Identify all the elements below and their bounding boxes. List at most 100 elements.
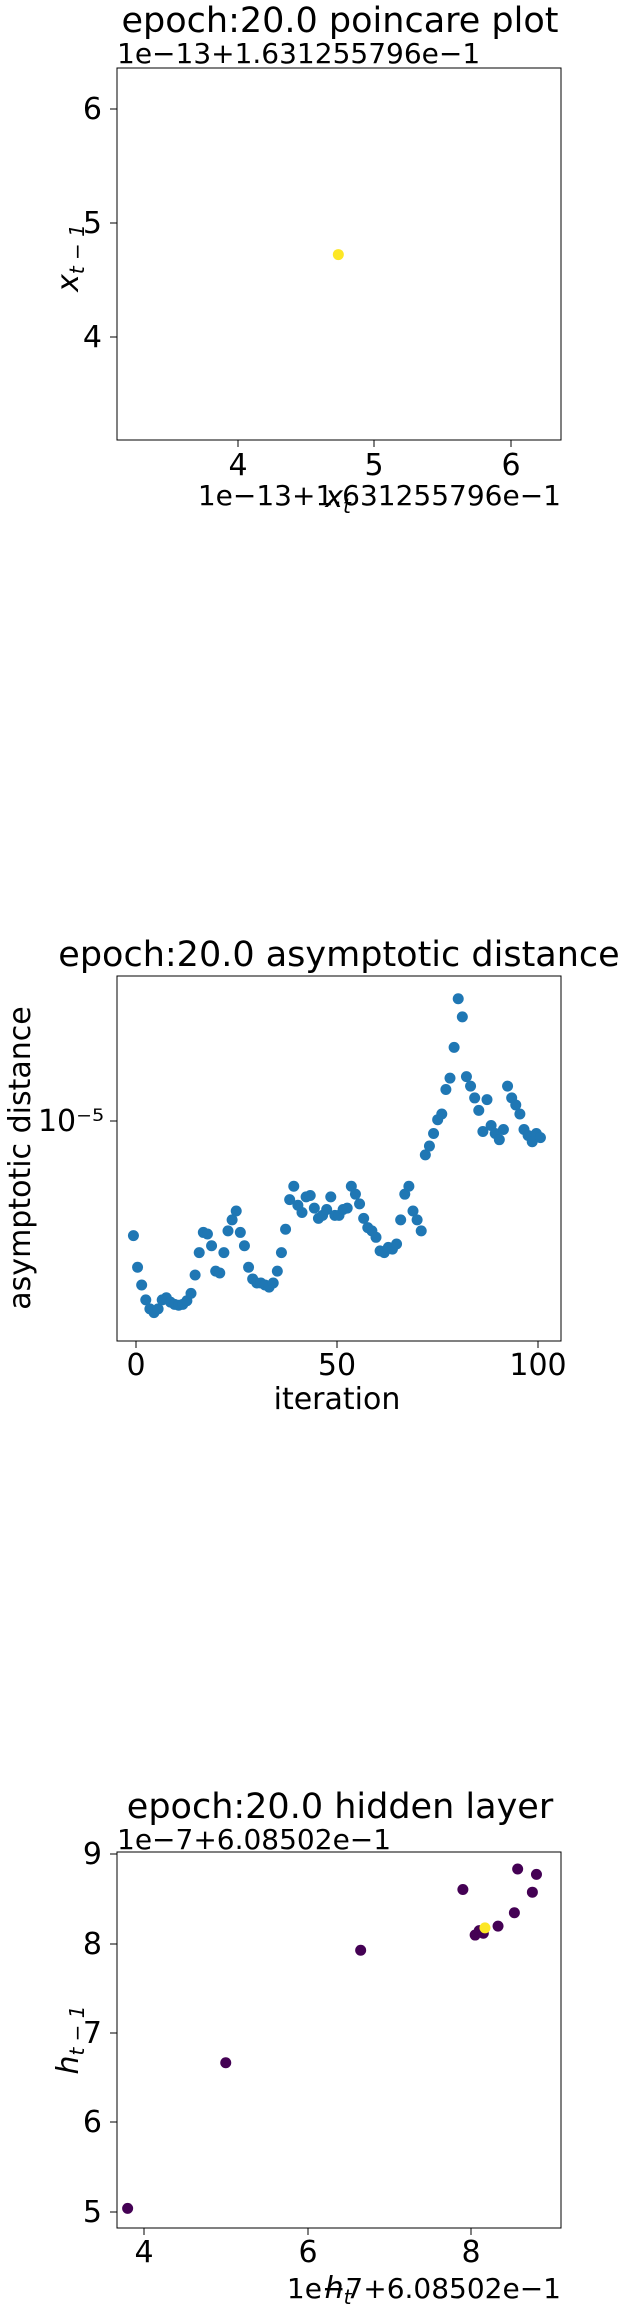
asymptotic-plot-frame [116,975,562,1342]
asymptotic-point [510,1099,522,1111]
asymptotic-point [271,1265,283,1277]
asymptotic-point [415,1225,427,1237]
asymptotic-x-ticks: 0 50 100 [126,1341,567,1383]
hidden-x-tick-label: 4 [134,2235,153,2270]
asymptotic-point [436,1108,448,1120]
asymptotic-point [185,1287,197,1299]
asymptotic-point [189,1269,201,1281]
hidden-y-tick-label: 8 [83,1927,102,1962]
asymptotic-point [391,1238,403,1250]
asymptotic-distance-panel: epoch:20.0 asymptotic distance 0 50 100 … [3,935,620,1417]
asymptotic-point [452,993,464,1005]
poincare-plot-panel: epoch:20.0 poincare plot 1e−13+1.6312557… [51,1,562,518]
hidden-layer-point [508,1907,520,1919]
hidden-x-tick-label: 6 [298,2235,317,2270]
asymptotic-title: epoch:20.0 asymptotic distance [58,935,619,975]
asymptotic-point [136,1279,148,1291]
poincare-y-offset-text: 1e−13+1.631255796e−1 [117,37,480,70]
hidden-layer-point [512,1863,524,1875]
asymptotic-y-ticks: 10⁻⁵ [38,1104,117,1139]
asymptotic-y-axis-label: asymptotic distance [3,1006,38,1309]
asymptotic-point [460,1071,472,1083]
asymptotic-points [127,993,546,1319]
hidden-layer-point [122,2202,134,2214]
asymptotic-point [201,1228,213,1240]
poincare-x-tick-label: 4 [228,448,247,483]
poincare-x-offset-text: 1e−13+1.631255796e−1 [198,479,561,512]
asymptotic-point [234,1226,246,1238]
hidden-y-tick-label: 7 [83,2016,102,2051]
asymptotic-point [526,1136,538,1148]
asymptotic-point [370,1231,382,1243]
poincare-title: epoch:20.0 poincare plot [121,1,558,41]
hidden-y-axis-label: ht − 1 [51,2005,89,2074]
asymptotic-point [226,1214,238,1226]
asymptotic-point [288,1180,300,1192]
asymptotic-point [349,1188,361,1200]
asymptotic-point [403,1180,415,1192]
asymptotic-x-axis-label: iteration [274,1382,401,1417]
asymptotic-point [493,1134,505,1146]
asymptotic-point [419,1149,431,1161]
poincare-y-tick-label: 5 [83,206,102,241]
asymptotic-point [440,1083,452,1095]
asymptotic-point [411,1214,423,1226]
hidden-layer-point [355,1944,367,1956]
asymptotic-x-tick-label: 50 [318,1348,356,1383]
hidden-y-tick-label: 9 [83,1837,102,1872]
asymptotic-point [473,1104,485,1116]
poincare-x-tick-label: 6 [501,448,520,483]
asymptotic-point [502,1080,514,1092]
asymptotic-point [534,1132,546,1144]
asymptotic-point [238,1240,250,1252]
asymptotic-point [280,1223,292,1235]
poincare-x-tick-label: 5 [364,448,383,483]
hidden-layer-point [479,1922,491,1934]
poincare-x-ticks: 4 5 6 [228,440,521,483]
hidden-y-ticks: 5 6 7 8 9 [83,1837,117,2230]
hidden-plot-frame [116,1851,562,2229]
asymptotic-point [469,1092,481,1104]
hidden-layer-point [457,1884,469,1896]
asymptotic-point [308,1202,320,1214]
asymptotic-point [193,1247,205,1259]
poincare-y-tick-label: 6 [83,92,102,127]
asymptotic-point [448,1041,460,1053]
poincare-plot-frame [116,67,562,441]
asymptotic-point [456,1011,468,1023]
asymptotic-point [132,1261,144,1273]
asymptotic-point [206,1240,218,1252]
hidden-layer-point [530,1868,542,1880]
asymptotic-point [140,1294,152,1306]
hidden-y-tick-label: 5 [83,2195,102,2230]
asymptotic-point [428,1127,440,1139]
asymptotic-point [341,1202,353,1214]
asymptotic-point [395,1214,407,1226]
asymptotic-point [275,1247,287,1259]
poincare-y-axis-label: xt − 1 [51,224,89,293]
asymptotic-point [284,1194,296,1206]
asymptotic-point [354,1198,366,1210]
asymptotic-point [407,1205,419,1217]
asymptotic-point [214,1267,226,1279]
hidden-layer-points [122,1863,542,2214]
poincare-y-tick-label: 4 [83,320,102,355]
asymptotic-point [218,1247,230,1259]
asymptotic-point [497,1123,509,1135]
asymptotic-point [477,1125,489,1137]
asymptotic-point [481,1094,493,1106]
hidden-layer-panel: epoch:20.0 hidden layer 1e−7+6.08502e−1 … [51,1787,562,2309]
asymptotic-point [152,1303,164,1315]
hidden-layer-point [526,1886,538,1898]
hidden-x-axis-label: ht [325,2271,353,2309]
asymptotic-x-tick-label: 0 [126,1348,145,1383]
hidden-layer-point [492,1920,504,1932]
hidden-x-ticks: 4 6 8 [134,2228,481,2270]
hidden-x-offset-text: 1e−7+6.08502e−1 [287,2272,561,2305]
asymptotic-point [304,1190,316,1202]
asymptotic-point [267,1277,279,1289]
hidden-layer-point [220,2057,232,2069]
hidden-x-tick-label: 8 [461,2235,480,2270]
asymptotic-point [423,1140,435,1152]
